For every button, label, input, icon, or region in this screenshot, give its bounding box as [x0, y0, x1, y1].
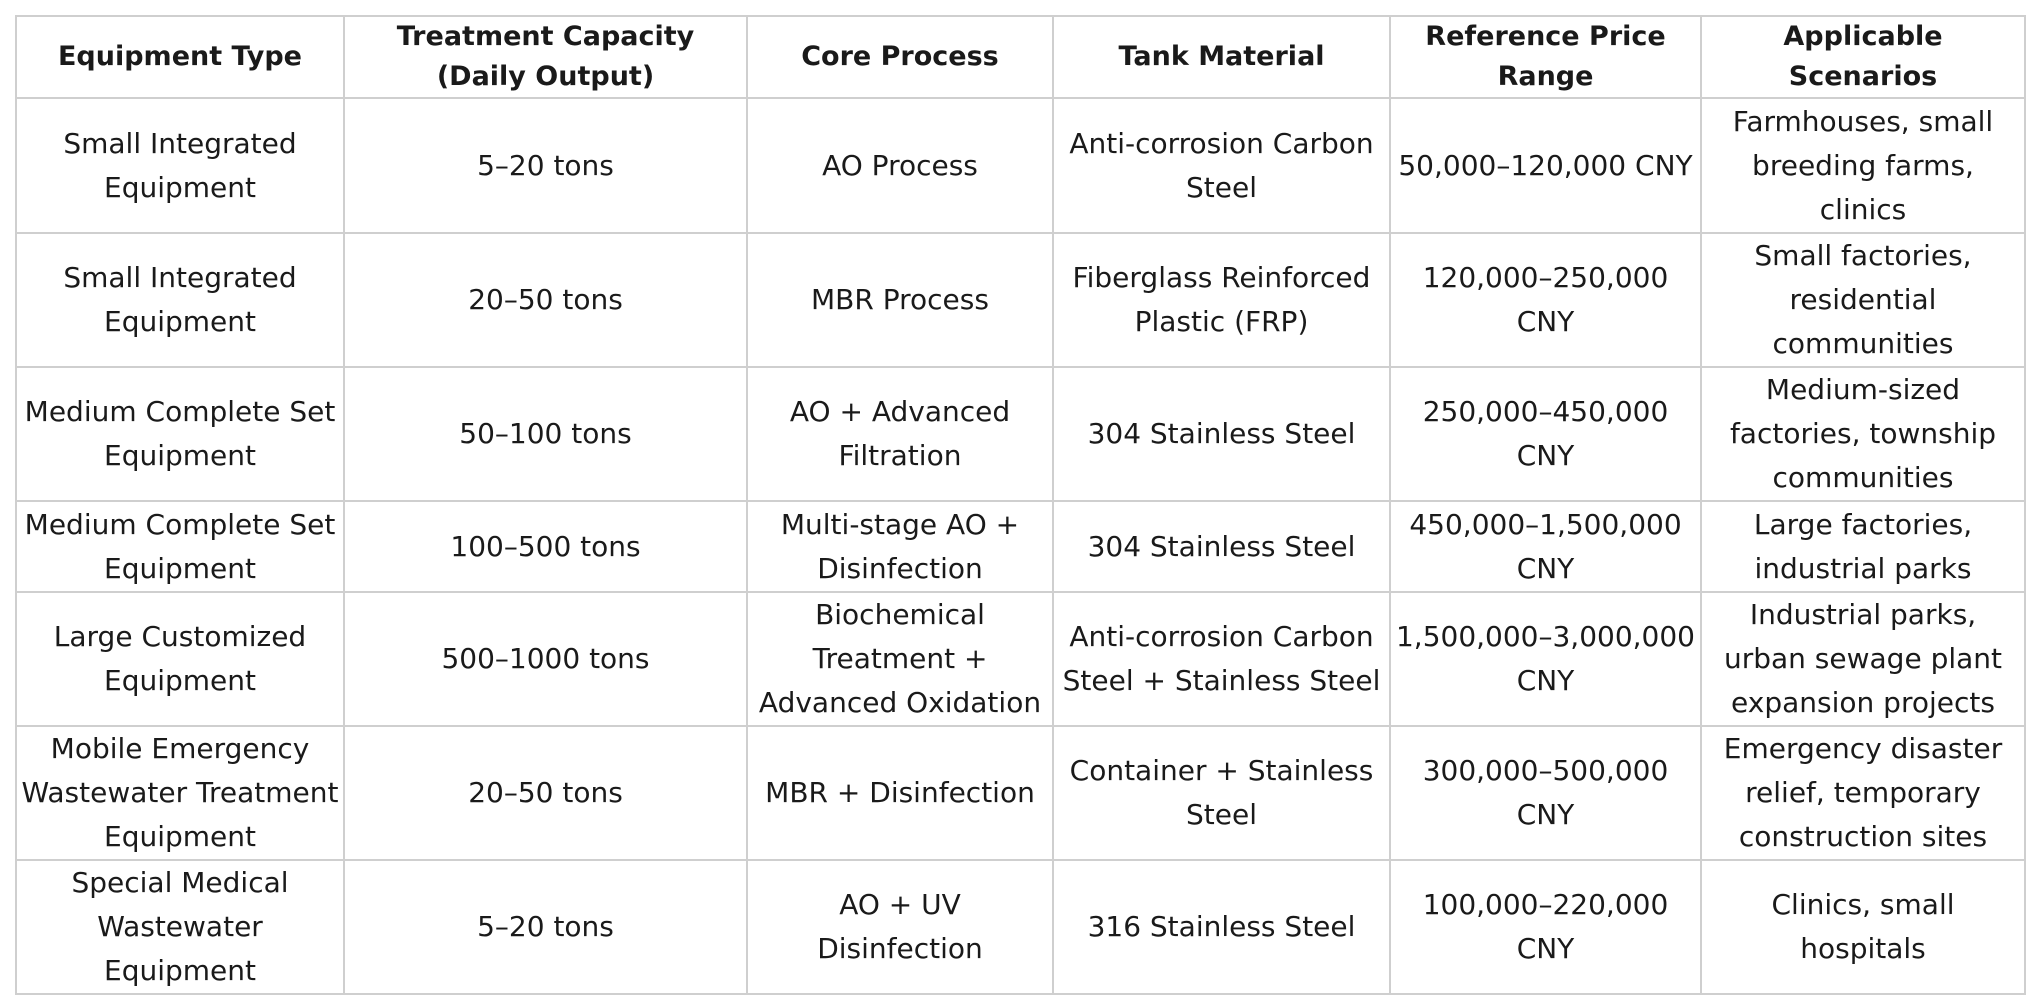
table-container: Equipment Type Treatment Capacity (Daily…	[15, 15, 2026, 995]
table-cell: 450,000–1,500,000 CNY	[1389, 500, 1702, 593]
table-cell: 250,000–450,000 CNY	[1389, 366, 1702, 502]
table-cell: 500–1000 tons	[343, 591, 748, 727]
table-cell: Farmhouses, small breeding farms, clinic…	[1700, 97, 2026, 234]
header-row: Equipment Type Treatment Capacity (Daily…	[15, 15, 2026, 99]
table-cell: Medium Complete Set Equipment	[15, 500, 345, 593]
equipment-comparison-table: Equipment Type Treatment Capacity (Daily…	[15, 15, 2026, 995]
table-cell: 5–20 tons	[343, 97, 748, 234]
table-cell: 304 Stainless Steel	[1052, 500, 1391, 593]
table-row: Small Integrated Equipment 5–20 tons AO …	[15, 97, 2026, 234]
column-header-tank-material: Tank Material	[1052, 15, 1391, 99]
table-cell: 120,000–250,000 CNY	[1389, 232, 1702, 368]
table-cell: 5–20 tons	[343, 859, 748, 995]
table-cell: Large Customized Equipment	[15, 591, 345, 727]
table-row: Small Integrated Equipment 20–50 tons MB…	[15, 232, 2026, 368]
column-header-equipment-type: Equipment Type	[15, 15, 345, 99]
table-cell: Clinics, small hospitals	[1700, 859, 2026, 995]
table-cell: 100–500 tons	[343, 500, 748, 593]
table-cell: 304 Stainless Steel	[1052, 366, 1391, 502]
table-cell: Multi-stage AO + Disinfection	[746, 500, 1054, 593]
table-cell: Large factories, industrial parks	[1700, 500, 2026, 593]
table-cell: Small Integrated Equipment	[15, 232, 345, 368]
column-header-reference-price-range: Reference Price Range	[1389, 15, 1702, 99]
table-cell: 300,000–500,000 CNY	[1389, 725, 1702, 861]
table-cell: AO + UV Disinfection	[746, 859, 1054, 995]
table-cell: Special Medical Wastewater Equipment	[15, 859, 345, 995]
table-cell: MBR Process	[746, 232, 1054, 368]
table-cell: 100,000–220,000 CNY	[1389, 859, 1702, 995]
table-cell: Mobile Emergency Wastewater Treatment Eq…	[15, 725, 345, 861]
table-cell: Small factories, residential communities	[1700, 232, 2026, 368]
table-cell: Biochemical Treatment + Advanced Oxidati…	[746, 591, 1054, 727]
table-cell: 20–50 tons	[343, 725, 748, 861]
table-cell: AO + Advanced Filtration	[746, 366, 1054, 502]
table-cell: Industrial parks, urban sewage plant exp…	[1700, 591, 2026, 727]
table-row: Medium Complete Set Equipment 100–500 to…	[15, 500, 2026, 593]
table-cell: 50,000–120,000 CNY	[1389, 97, 1702, 234]
table-cell: 50–100 tons	[343, 366, 748, 502]
table-cell: MBR + Disinfection	[746, 725, 1054, 861]
table-row: Medium Complete Set Equipment 50–100 ton…	[15, 366, 2026, 502]
table-cell: 1,500,000–3,000,000 CNY	[1389, 591, 1702, 727]
table-cell: Fiberglass Reinforced Plastic (FRP)	[1052, 232, 1391, 368]
table-cell: 316 Stainless Steel	[1052, 859, 1391, 995]
table-cell: Medium Complete Set Equipment	[15, 366, 345, 502]
column-header-core-process: Core Process	[746, 15, 1054, 99]
table-cell: AO Process	[746, 97, 1054, 234]
column-header-treatment-capacity: Treatment Capacity (Daily Output)	[343, 15, 748, 99]
table-cell: 20–50 tons	[343, 232, 748, 368]
table-row: Mobile Emergency Wastewater Treatment Eq…	[15, 725, 2026, 861]
table-cell: Container + Stainless Steel	[1052, 725, 1391, 861]
table-cell: Emergency disaster relief, temporary con…	[1700, 725, 2026, 861]
table-cell: Anti-corrosion Carbon Steel	[1052, 97, 1391, 234]
table-row: Special Medical Wastewater Equipment 5–2…	[15, 859, 2026, 995]
table-row: Large Customized Equipment 500–1000 tons…	[15, 591, 2026, 727]
table-cell: Anti-corrosion Carbon Steel + Stainless …	[1052, 591, 1391, 727]
table-cell: Medium-sized factories, township communi…	[1700, 366, 2026, 502]
column-header-applicable-scenarios: Applicable Scenarios	[1700, 15, 2026, 99]
table-cell: Small Integrated Equipment	[15, 97, 345, 234]
